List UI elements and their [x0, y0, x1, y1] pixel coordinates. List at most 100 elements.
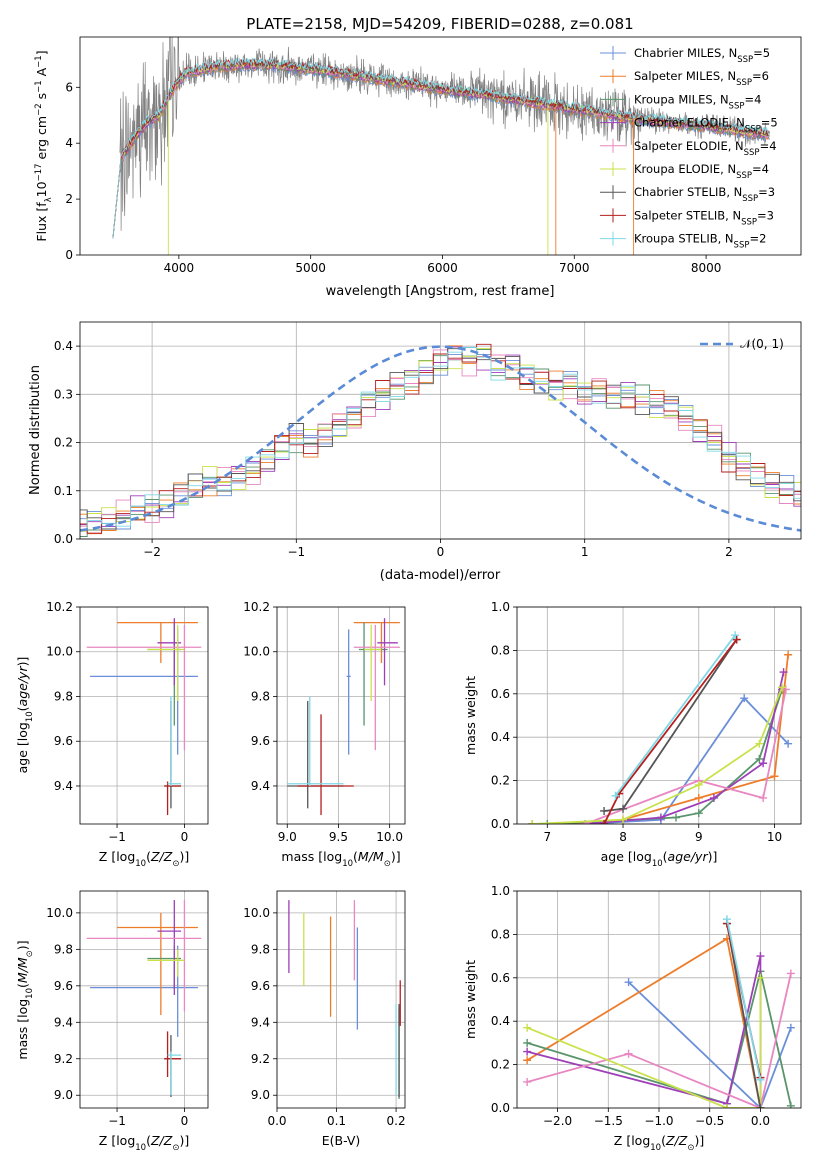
- y-axis-label: Normed distribution: [28, 365, 43, 495]
- weight-marker: [619, 815, 628, 824]
- x-tick-label: 0.0: [751, 1114, 770, 1128]
- legend-entry-label: Salpeter MILES, NSSP=6: [634, 69, 769, 88]
- weight-line: [614, 634, 736, 797]
- x-axis-label: Z [log10(Z/Z⊙)]: [614, 1133, 704, 1153]
- axes-frame: [276, 606, 406, 825]
- x-axis-label: (data-model)/error: [380, 568, 501, 583]
- figure-title: PLATE=2158, MJD=54209, FIBERID=0288, z=0…: [246, 15, 633, 33]
- y-axis-label: mass [log10(M/M⊙)]: [15, 940, 35, 1059]
- weight-marker: [523, 1056, 532, 1065]
- y-tick-label: 9.6: [251, 734, 270, 748]
- weight-line: [627, 981, 792, 1108]
- x-tick-label: 4000: [164, 261, 195, 275]
- x-tick-label: 7000: [559, 261, 590, 275]
- y-tick-label: 9.6: [251, 979, 270, 993]
- weight-marker: [543, 820, 552, 824]
- y-tick-label: 9.8: [251, 942, 270, 956]
- weight-line: [526, 955, 762, 1108]
- gridlines: [517, 890, 801, 1109]
- weight-marker: [731, 631, 740, 640]
- weight-line: [526, 973, 792, 1108]
- axes-frame: [276, 890, 406, 1109]
- plot-area: [112, 37, 770, 255]
- axes-frame: [516, 890, 802, 1109]
- y-tick-label: 9.0: [54, 1088, 73, 1102]
- legend-normal-label: 𝒩(0, 1): [740, 337, 784, 351]
- y-tick-label: 0.2: [491, 774, 510, 788]
- plot-area: [288, 900, 401, 1099]
- weight-marker: [523, 1038, 532, 1047]
- weight-marker: [722, 915, 731, 924]
- y-tick-label: 9.0: [251, 1088, 270, 1102]
- panel-mass-vs-ebv: 0.0 0.1 0.2 9.0 9.2 9.4 9.6 9.8 10.0 E(B-V): [243, 890, 406, 1148]
- gridlines: [80, 891, 208, 1108]
- y-tick-label: 0.6: [491, 687, 510, 701]
- weight-marker: [759, 793, 768, 802]
- weight-marker: [624, 978, 633, 987]
- x-axis-label: age [log10(age/yr)]: [601, 849, 718, 869]
- normal-curve: [80, 345, 801, 532]
- weight-line: [532, 696, 789, 824]
- weight-marker: [523, 1047, 532, 1056]
- axes-frame: [79, 321, 802, 540]
- legend-entry-label: Chabrier ELODIE, NSSP=5: [634, 116, 778, 135]
- weight-marker: [740, 694, 749, 703]
- weight-marker: [523, 1023, 532, 1032]
- plot-area: [86, 618, 202, 816]
- y-tick-label: 0.0: [491, 817, 510, 831]
- panel-age-vs-Z: −1 0 9.4 9.6 9.8 10.0 10.2 Z [log10(Z/Z⊙)] age […: [15, 600, 209, 869]
- x-tick-label: 10: [767, 830, 782, 844]
- y-tick-label: 0.2: [54, 436, 73, 450]
- x-tick-label: 9.5: [329, 830, 348, 844]
- weight-marker: [732, 635, 741, 644]
- x-axis-label: mass [log10(M/M⊙)]: [281, 849, 400, 869]
- x-tick-label: 0.0: [267, 1114, 286, 1128]
- y-axis-label: mass weight: [463, 676, 478, 755]
- x-axis-label: Z [log10(Z/Z⊙)]: [99, 1133, 189, 1153]
- y-tick-label: 9.4: [54, 779, 73, 793]
- y-tick-label: 0: [65, 248, 73, 262]
- weight-marker: [523, 1077, 532, 1086]
- x-tick-label: −2.0: [543, 1114, 572, 1128]
- histogram-steps: [80, 346, 801, 531]
- y-tick-label: 0.3: [54, 387, 73, 401]
- x-axis-label: Z [log10(Z/Z⊙)]: [99, 849, 189, 869]
- x-tick-label: −1.5: [594, 1114, 623, 1128]
- weight-line: [532, 654, 789, 824]
- axes-frame: [79, 606, 209, 825]
- y-tick-label: 0.8: [491, 927, 510, 941]
- y-tick-label: 0.6: [491, 971, 510, 985]
- plot-area: [86, 900, 202, 1098]
- x-tick-label: 0: [437, 545, 445, 559]
- weight-marker: [786, 969, 795, 978]
- x-tick-label: 7: [543, 830, 551, 844]
- legend-entry-label: Chabrier STELIB, NSSP=3: [634, 185, 775, 204]
- y-tick-label: 0.0: [491, 1101, 510, 1115]
- y-tick-label: 10.0: [243, 645, 270, 659]
- y-tick-label: 9.4: [54, 1015, 73, 1029]
- plot-area: [523, 915, 795, 1108]
- legend-entry-label: Kroupa STELIB, NSSP=2: [634, 232, 766, 251]
- y-axis-label: Flux [fλ10−17 erg cm−2 s−1 A−1]: [34, 50, 54, 241]
- legend-entry-label: Salpeter STELIB, NSSP=3: [634, 208, 774, 227]
- axes-frame: [79, 890, 209, 1109]
- x-tick-label: 0: [181, 830, 189, 844]
- weight-marker: [694, 809, 703, 818]
- x-tick-label: 8: [619, 830, 627, 844]
- panel-spectrum: 4000 5000 6000 7000 8000 0 2 4 6 Chabrier MILES, …: [34, 36, 802, 299]
- weight-marker: [756, 973, 765, 982]
- y-tick-label: 9.8: [54, 689, 73, 703]
- x-tick-label: 10.0: [376, 830, 403, 844]
- y-tick-label: 1.0: [491, 884, 510, 898]
- weight-marker: [779, 668, 788, 677]
- y-tick-label: 9.8: [54, 942, 73, 956]
- plot-area: [80, 343, 801, 537]
- x-axis-label: E(B-V): [322, 1133, 361, 1148]
- weight-marker: [709, 793, 718, 802]
- y-tick-label: 10.0: [46, 906, 73, 920]
- x-tick-label: 8000: [691, 261, 722, 275]
- legend-entry-label: Chabrier MILES, NSSP=5: [634, 46, 770, 65]
- y-tick-label: 0.1: [54, 484, 73, 498]
- y-axis-label: age [log10(age/yr)]: [15, 657, 35, 774]
- weight-line: [526, 977, 762, 1108]
